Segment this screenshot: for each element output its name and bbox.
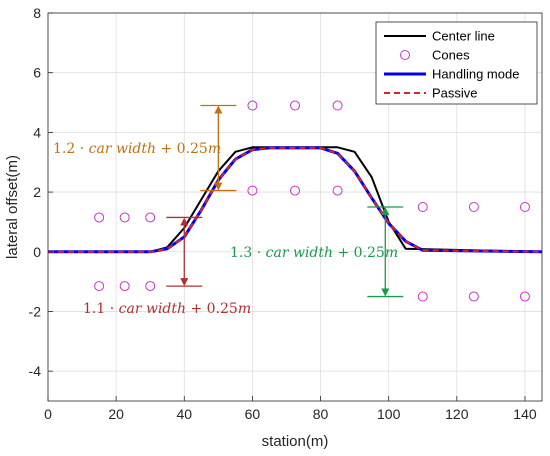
cone-marker xyxy=(290,185,300,196)
annotation-label: 1.3 · car width + 0.25m xyxy=(230,245,398,261)
legend-entry-passive: Passive xyxy=(384,86,478,101)
legend-entry-center-line: Center line xyxy=(384,29,495,44)
cone-marker xyxy=(468,291,479,302)
x-tick-label-2: 40 xyxy=(176,406,192,422)
arrow-head-up xyxy=(180,217,189,226)
cone-marker xyxy=(247,100,258,111)
legend-label: Center line xyxy=(432,29,495,44)
y-tick-label-0: -4 xyxy=(29,363,42,379)
annotation-2: 1.1 · car width + 0.25m xyxy=(83,216,251,317)
cone-marker xyxy=(119,281,130,292)
cone-marker xyxy=(332,100,343,111)
cone-marker xyxy=(519,202,530,212)
x-tick-label-6: 120 xyxy=(445,406,469,422)
y-tick-label-5: 6 xyxy=(33,65,41,81)
y-tick-label-6: 8 xyxy=(33,5,41,21)
cone-marker xyxy=(145,281,156,292)
cone-marker xyxy=(519,291,530,302)
legend: Center line Cones Handling mode Passive xyxy=(375,21,538,105)
series-passive xyxy=(48,146,543,253)
x-tick-label-7: 140 xyxy=(513,406,537,422)
legend-label: Cones xyxy=(432,48,470,63)
x-tick-label-5: 100 xyxy=(377,406,401,422)
arrow-head-up xyxy=(381,207,390,215)
arrow-head-up xyxy=(214,105,223,114)
x-tick-label-3: 60 xyxy=(245,406,261,422)
legend-label: Passive xyxy=(432,86,478,101)
y-tick-label-4: 4 xyxy=(33,124,41,140)
ticks: 0 20 40 60 80 100 120 140 -4 -2 0 2 4 6 8 xyxy=(29,5,537,422)
cone-marker xyxy=(119,212,130,223)
annotation-label: 1.1 · car width + 0.25m xyxy=(83,301,251,317)
series-cones xyxy=(94,100,530,302)
legend-swatch xyxy=(400,50,410,60)
x-tick-label-4: 80 xyxy=(313,406,329,422)
arrow-head-down xyxy=(180,278,189,287)
y-tick-label-1: -2 xyxy=(29,303,42,319)
arrow-head-down xyxy=(381,288,390,297)
x-tick-label-1: 20 xyxy=(108,406,124,422)
x-axis-label: station(m) xyxy=(262,433,329,450)
annotation-layer: 1.2 · car width + 0.25m 1.1 · car width +… xyxy=(53,104,404,317)
cone-marker xyxy=(332,185,343,196)
plot-frame xyxy=(47,12,543,402)
x-tick-label-0: 0 xyxy=(44,406,52,422)
legend-label: Handling mode xyxy=(432,67,519,82)
y-tick-label-3: 2 xyxy=(33,184,41,200)
cone-marker xyxy=(247,185,258,196)
cone-marker xyxy=(145,212,156,223)
legend-entry-cones: Cones xyxy=(400,48,470,63)
y-tick-label-2: 0 xyxy=(33,244,41,260)
legend-entry-handling-mode: Handling mode xyxy=(384,67,519,82)
y-axis-label: lateral offset(m) xyxy=(4,155,21,259)
cone-marker xyxy=(94,212,105,223)
annotation-3: 1.3 · car width + 0.25m xyxy=(230,206,404,298)
annotation-label: 1.2 · car width + 0.25m xyxy=(53,141,221,157)
cone-marker xyxy=(417,291,428,302)
arrow-head-down xyxy=(214,182,223,191)
annotation-1: 1.2 · car width + 0.25m xyxy=(53,104,237,192)
cone-marker xyxy=(468,202,479,212)
cone-marker xyxy=(290,100,300,111)
cone-marker xyxy=(94,281,105,292)
cone-marker xyxy=(417,202,428,212)
